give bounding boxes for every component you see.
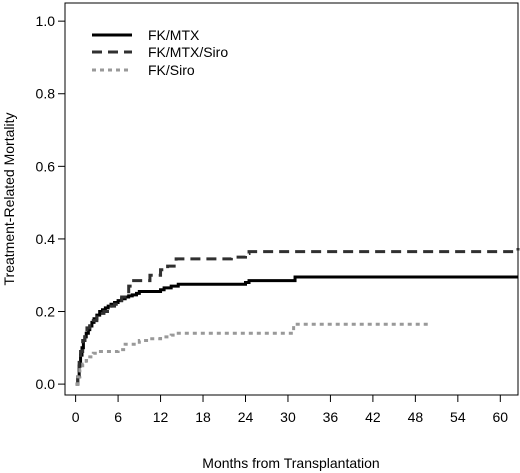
y-axis: 0.0 0.2 0.4 0.6 0.8 1.0 [36,13,65,392]
x-tick-label: 18 [195,409,211,425]
y-tick-label: 0.8 [36,86,56,102]
series-line-fk-mtx-siro [75,248,520,386]
legend-label-fk-mtx-siro: FK/MTX/Siro [148,44,228,60]
series-line-fk-siro [75,322,430,386]
y-axis-label: Treatment-Related Mortality [1,113,17,286]
x-axis: 0 6 12 18 24 30 36 42 48 54 60 [72,395,509,425]
x-tick-label: 42 [365,409,381,425]
x-tick-label: 12 [153,409,169,425]
x-tick-label: 30 [280,409,296,425]
x-tick-label: 36 [323,409,339,425]
x-tick-label: 48 [408,409,424,425]
x-axis-label: Months from Transplantation [202,455,379,471]
x-tick-label: 0 [72,409,80,425]
x-tick-label: 54 [450,409,466,425]
series-line-fk-mtx [75,275,518,386]
plot-frame [64,2,519,396]
y-tick-label: 0.4 [36,231,56,247]
series-layer [75,248,520,386]
y-tick-label: 0.6 [36,158,56,174]
x-tick-label: 6 [114,409,122,425]
x-tick-label: 60 [493,409,509,425]
legend: FK/MTX FK/MTX/Siro FK/Siro [92,27,228,78]
legend-label-fk-mtx: FK/MTX [148,27,200,43]
legend-label-fk-siro: FK/Siro [148,62,195,78]
y-tick-label: 0.0 [36,376,56,392]
y-tick-label: 1.0 [36,13,56,29]
y-tick-label: 0.2 [36,304,56,320]
x-tick-label: 24 [238,409,254,425]
